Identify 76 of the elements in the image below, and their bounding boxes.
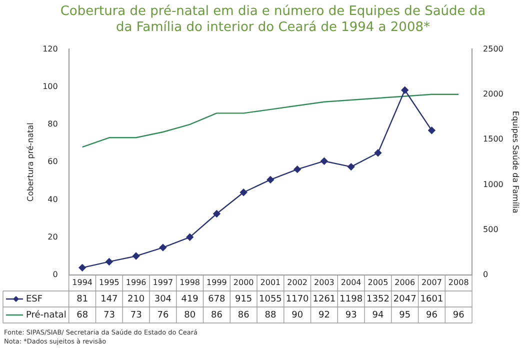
data-label: 90 [292,310,304,320]
data-label: 304 [154,294,172,304]
point [240,188,248,196]
point [106,258,113,266]
chart-title: Cobertura de pré-natal em dia e número de Equipes de Saúde da da Família do interior do Ceará de 1994 a 2008* [60,4,486,35]
y2-tick-label: 1500 [483,134,504,144]
x-tick-label: 1996 [126,278,146,288]
point [78,264,86,272]
point [428,126,436,134]
x-tick-label: 1997 [152,278,174,288]
data-label: 1352 [366,294,390,304]
point [266,176,274,184]
data-label: 1055 [259,294,282,304]
data-label: 1601 [420,294,444,304]
x-tick-label: 2003 [314,278,334,288]
point [347,163,355,170]
x-tick-label: 2008 [448,278,469,288]
y2-tick-label: 500 [483,224,498,234]
x-tick-label: 1994 [72,278,92,288]
y2-tick-label: 1000 [483,180,504,189]
data-label: 419 [181,294,199,304]
data-label: 92 [318,310,330,320]
x-tick-label: 1995 [99,278,120,288]
legend-label: Pré-natal [26,309,66,320]
y-tick-label: 60 [48,157,58,166]
data-label: 94 [372,310,384,320]
data-label: 95 [399,310,411,320]
data-label: 73 [130,310,142,320]
y-tick-label: 80 [48,120,58,129]
y-tick-label: 20 [48,232,58,242]
x-tick-label: 2002 [287,278,308,288]
point [186,234,194,241]
data-label: 93 [345,310,357,320]
y2-axis-title: Equipes Saúde da Família [511,110,520,214]
y-tick-label: 120 [42,44,58,54]
y-axis-title: Cobertura pré-natal [26,122,35,202]
point [132,252,140,260]
data-label: 1261 [312,294,336,304]
data-label: 88 [264,310,276,320]
y2-tick-label: 2000 [483,89,504,98]
data-label: 80 [184,310,196,320]
data-label: 210 [127,294,145,304]
x-tick-label: 2001 [260,278,281,288]
data-label: 73 [103,310,115,320]
data-label: 96 [426,310,438,320]
data-label: 86 [238,310,250,320]
point [401,86,408,94]
x-tick-label: 2000 [233,278,254,288]
y-tick-label: 100 [42,82,58,91]
data-label: 76 [157,310,169,320]
y2-tick-label: 0 [483,270,488,280]
data-label: 81 [76,294,88,304]
data-label: 1170 [286,294,310,304]
data-label: 678 [208,294,226,304]
y2-tick-label: 2500 [483,44,504,54]
point [159,244,167,252]
point [213,210,220,218]
data-label: 147 [100,294,118,304]
legend-label: ESF [26,294,43,304]
point [294,166,301,173]
x-tick-label: 2007 [422,278,442,288]
x-tick-label: 1998 [180,278,200,288]
data-label: 2047 [393,294,416,304]
data-label: 96 [452,310,465,320]
x-tick-label: 2004 [340,278,362,288]
data-label: 1198 [340,294,363,304]
data-label: 68 [76,310,88,320]
y-tick-label: 40 [48,194,58,204]
x-tick-label: 2006 [394,278,416,288]
data-label: 86 [210,310,223,320]
x-tick-label: 1999 [206,278,227,288]
y-tick-label: 0 [52,270,58,280]
point [374,149,382,156]
data-label: 915 [234,294,252,304]
point [320,158,328,165]
x-tick-label: 2005 [368,278,388,288]
